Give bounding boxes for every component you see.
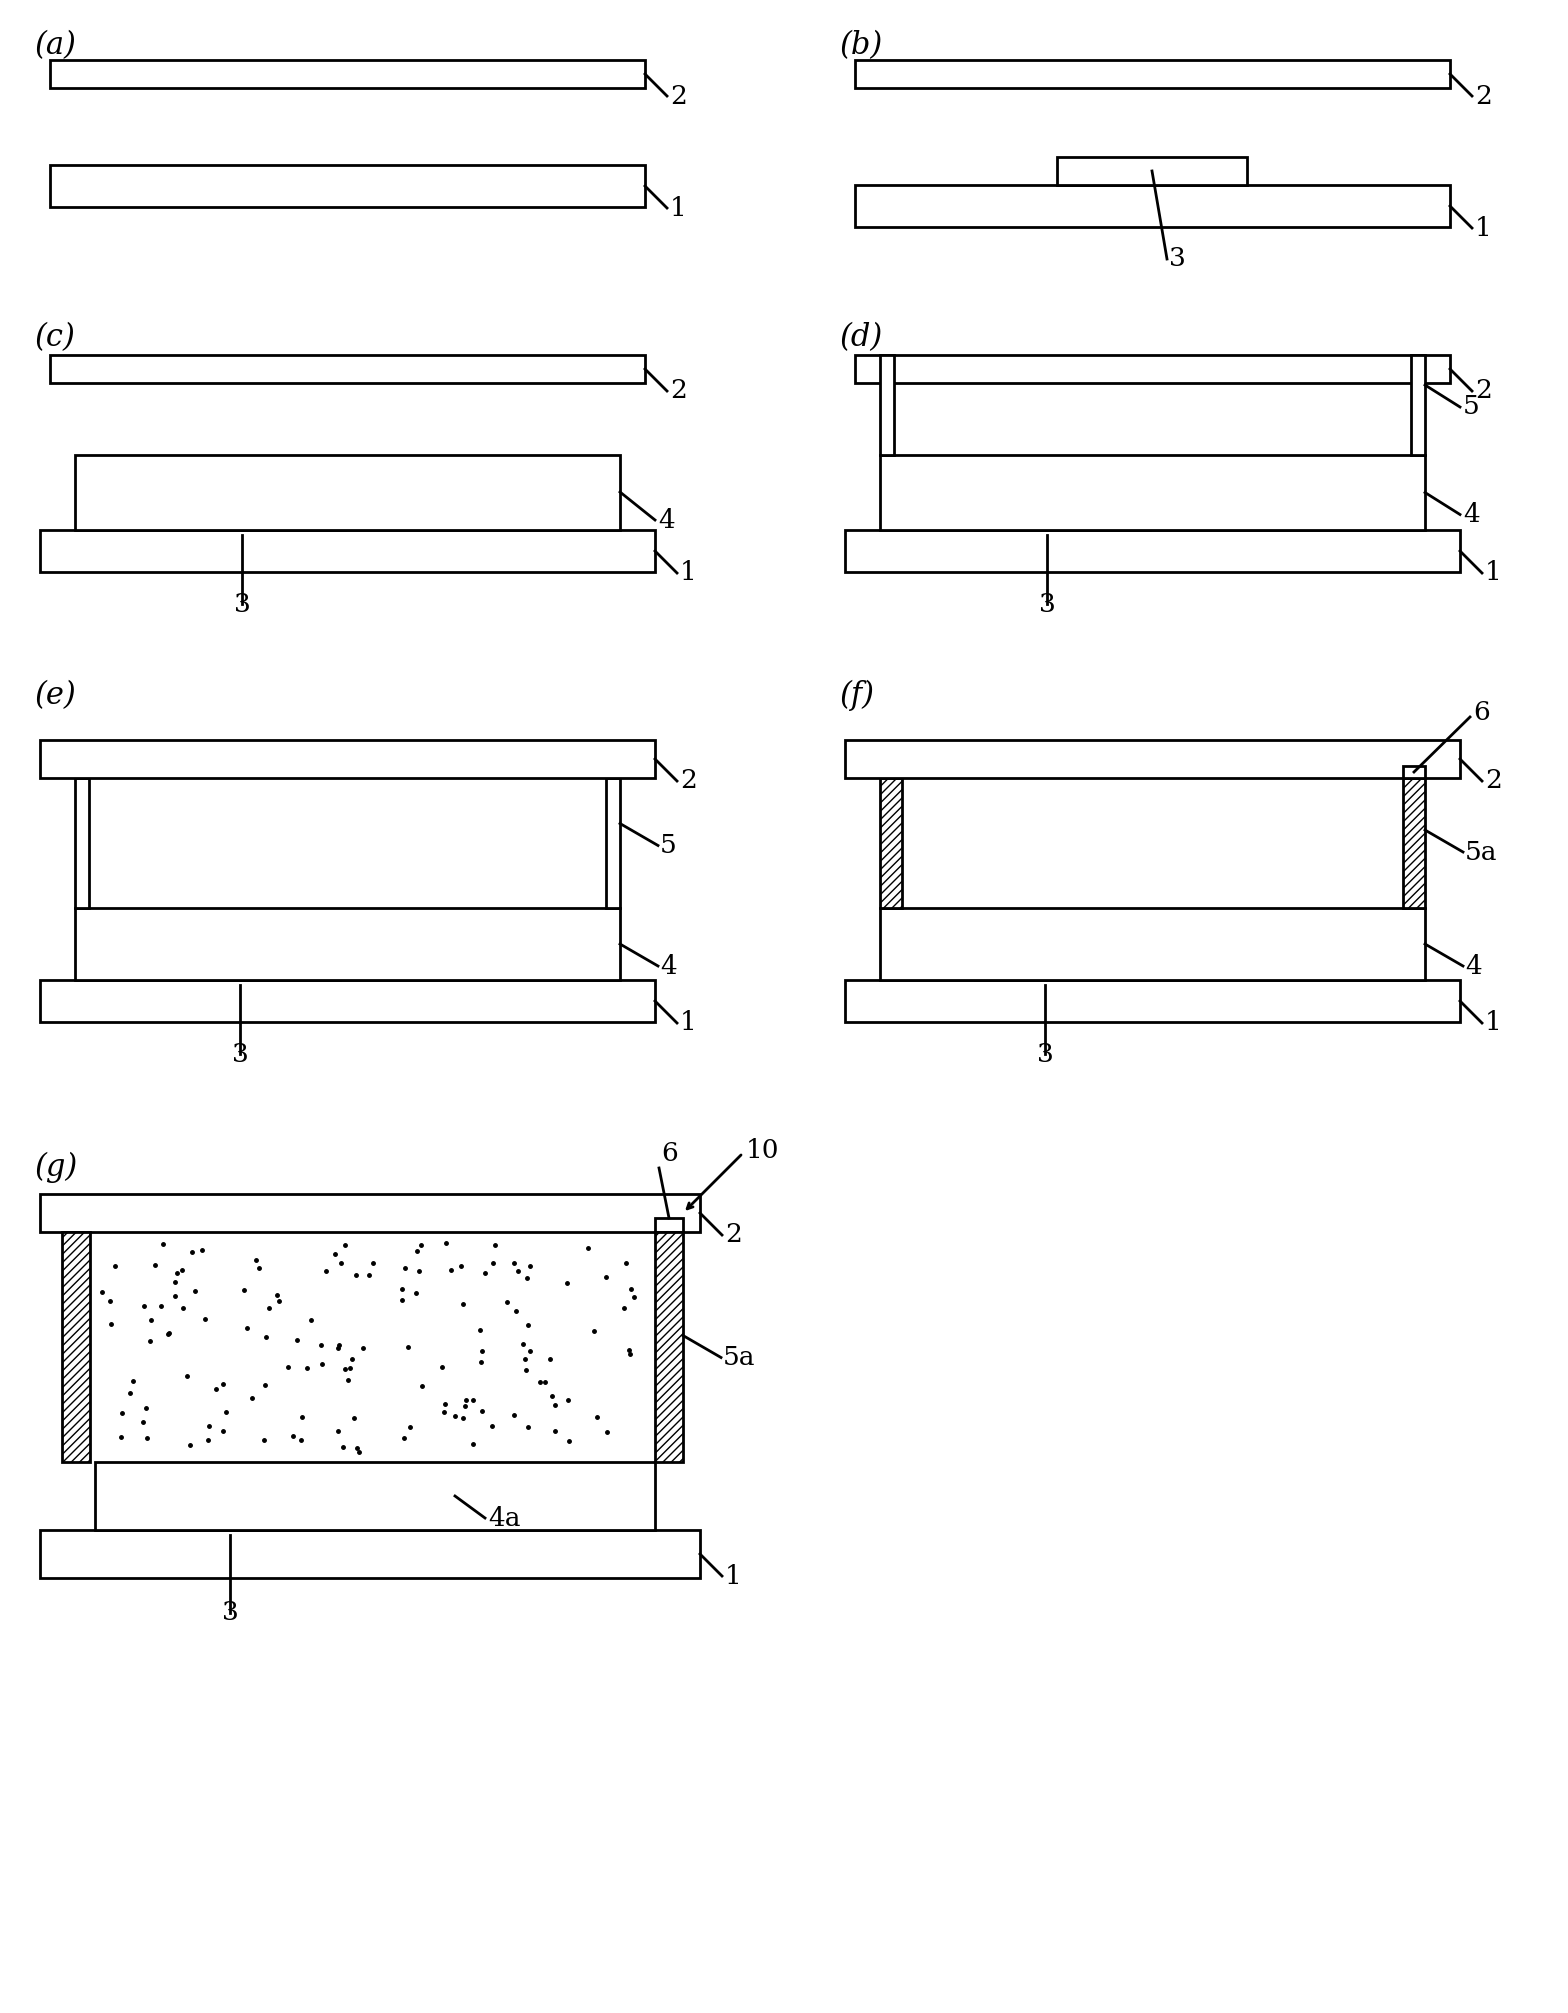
Text: 3: 3 — [221, 1600, 238, 1627]
Text: 1: 1 — [724, 1564, 742, 1588]
Bar — [880, 354, 894, 455]
Text: (e): (e) — [34, 680, 77, 711]
Bar — [63, 1232, 89, 1461]
Bar — [1403, 777, 1425, 908]
Bar — [855, 60, 1450, 89]
Text: (d): (d) — [840, 322, 883, 352]
Text: 2: 2 — [681, 769, 696, 793]
Text: 2: 2 — [1475, 378, 1491, 403]
Text: 5a: 5a — [723, 1345, 756, 1371]
Bar — [855, 354, 1450, 382]
Text: 3: 3 — [1038, 592, 1055, 616]
Text: 2: 2 — [670, 83, 687, 109]
Text: 3: 3 — [1170, 246, 1185, 272]
Bar — [975, 501, 1149, 529]
Bar — [975, 952, 1145, 980]
Text: 3: 3 — [1036, 1041, 1054, 1067]
Text: 1: 1 — [1485, 1011, 1502, 1035]
Text: 2: 2 — [1485, 769, 1502, 793]
Bar — [880, 777, 902, 908]
Bar — [655, 1232, 684, 1461]
Text: (c): (c) — [34, 322, 75, 352]
Bar — [605, 777, 619, 908]
Text: 4a: 4a — [488, 1506, 521, 1530]
Bar — [75, 455, 619, 529]
Bar — [1411, 354, 1425, 455]
Bar — [41, 1530, 699, 1578]
Text: (a): (a) — [34, 30, 77, 60]
Bar — [845, 980, 1460, 1023]
Text: 2: 2 — [1475, 83, 1491, 109]
Bar — [75, 777, 89, 908]
Text: 5: 5 — [1463, 395, 1480, 419]
Text: 1: 1 — [681, 1011, 696, 1035]
Text: 5: 5 — [660, 833, 677, 858]
Bar — [655, 1218, 684, 1232]
Bar — [880, 908, 1425, 980]
Text: 1: 1 — [681, 560, 696, 586]
Text: 3: 3 — [234, 592, 251, 616]
Text: 4: 4 — [659, 507, 674, 533]
Bar — [75, 908, 619, 980]
Bar — [50, 354, 644, 382]
Bar — [880, 455, 1425, 529]
Bar — [1403, 767, 1425, 777]
Bar — [50, 60, 644, 89]
Bar — [845, 741, 1460, 777]
Bar — [1057, 157, 1247, 185]
Text: 2: 2 — [724, 1222, 742, 1248]
Bar — [96, 1461, 655, 1530]
Text: (b): (b) — [840, 30, 883, 60]
Text: 6: 6 — [1472, 699, 1490, 725]
Bar — [50, 165, 644, 207]
Bar — [41, 529, 655, 572]
Text: 2: 2 — [670, 378, 687, 403]
Text: 1: 1 — [1485, 560, 1502, 586]
Bar — [845, 529, 1460, 572]
Bar — [89, 1232, 655, 1461]
Text: 4: 4 — [1465, 954, 1482, 978]
Text: 4: 4 — [660, 954, 677, 978]
Text: 5a: 5a — [1465, 839, 1497, 864]
Text: 1: 1 — [1475, 215, 1491, 240]
Text: 4: 4 — [1463, 501, 1480, 527]
Bar — [169, 952, 340, 980]
Bar — [160, 1500, 329, 1530]
Bar — [41, 980, 655, 1023]
Bar — [41, 1194, 699, 1232]
Text: 3: 3 — [232, 1041, 248, 1067]
Bar — [855, 185, 1450, 227]
Bar — [169, 501, 345, 529]
Text: (f): (f) — [840, 680, 875, 711]
Text: 1: 1 — [670, 195, 687, 221]
Text: (g): (g) — [34, 1151, 78, 1184]
Bar — [41, 741, 655, 777]
Text: 10: 10 — [746, 1139, 779, 1164]
Text: 6: 6 — [662, 1141, 677, 1166]
